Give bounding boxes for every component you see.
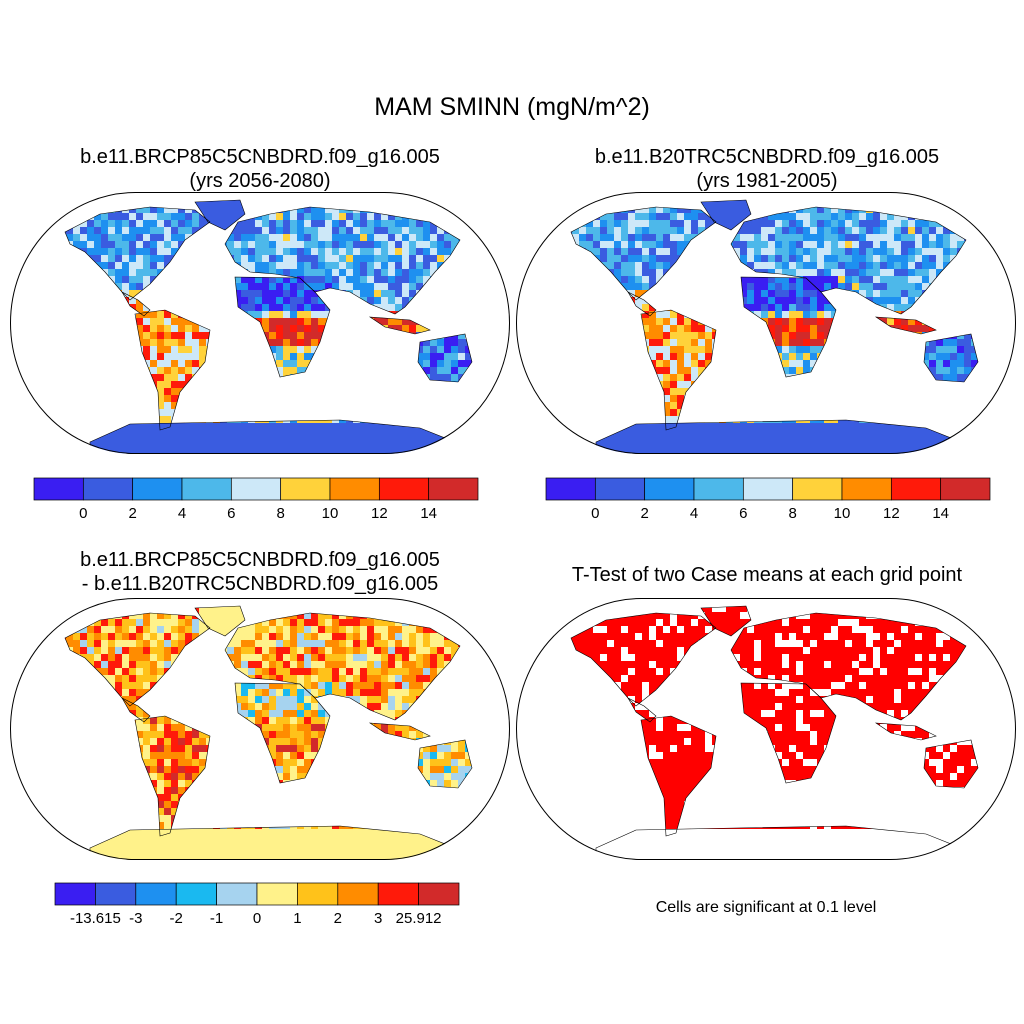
colorbar-swatch (841, 477, 892, 501)
colorbar-tick-label: 14 (932, 505, 949, 522)
map-difference (10, 598, 510, 860)
colorbar-swatch (135, 882, 177, 906)
colorbar-swatch (418, 882, 460, 906)
colorbar-swatch (175, 882, 217, 906)
colorbar-abs-left: 0 2 4 6 8 10 12 14 (33, 477, 479, 522)
colorbar-swatch (545, 477, 596, 501)
colorbar-tick-label: 6 (227, 505, 235, 522)
colorbar-tick-label: 10 (322, 505, 339, 522)
colorbar-swatch (230, 477, 282, 501)
map-historical-period (516, 192, 1016, 454)
colorbar-swatch (378, 477, 430, 501)
colorbar-swatch (280, 477, 331, 501)
colorbar-swatch (594, 477, 646, 501)
panel-title-future: b.e11.BRCP85C5CNBDRD.f09_g16.005 (yrs 20… (80, 146, 440, 192)
colorbar-swatch (132, 477, 183, 501)
colorbar-swatch (216, 882, 258, 906)
colorbar-swatch (337, 882, 379, 906)
colorbar-swatch (54, 882, 96, 906)
panel-title-historical: b.e11.B20TRC5CNBDRD.f09_g16.005 (yrs 198… (594, 146, 940, 192)
colorbar-tick-label: 2 (128, 505, 136, 522)
colorbar-swatch (329, 477, 380, 501)
colorbar-tick-label: 2 (640, 505, 648, 522)
colorbar-tick-label: -2 (170, 910, 183, 927)
colorbar-swatch (644, 477, 695, 501)
colorbar-swatch (297, 882, 339, 906)
colorbar-tick-label: -3 (129, 910, 142, 927)
map-ttest-significance (516, 598, 1016, 860)
colorbar-swatch (95, 882, 137, 906)
colorbar-tick-label: 12 (883, 505, 900, 522)
colorbar-tick-label: 14 (420, 505, 437, 522)
colorbar-tick-label: 8 (276, 505, 284, 522)
colorbar-tick-label: 2 (334, 910, 342, 927)
colorbar-tick-label: 0 (79, 505, 87, 522)
colorbar-tick-label: 6 (739, 505, 747, 522)
colorbar-swatch (256, 882, 298, 906)
panel-title-ttest: T-Test of two Case means at each grid po… (571, 564, 963, 586)
colorbar-tick-label: 4 (690, 505, 698, 522)
colorbar-tick-label: 25.912 (396, 910, 442, 927)
colorbar-swatch (890, 477, 942, 501)
colorbar-tick-label: 4 (178, 505, 186, 522)
colorbar-tick-label: 3 (374, 910, 382, 927)
colorbar-tick-label: 10 (834, 505, 851, 522)
colorbar-tick-label: -13.615 (70, 910, 121, 927)
main-title: MAM SMINN (mgN/m^2) (374, 93, 650, 121)
colorbar-tick-label: 0 (591, 505, 599, 522)
panel-title-difference: b.e11.BRCP85C5CNBDRD.f09_g16.005 - b.e11… (80, 549, 440, 595)
colorbar-swatch (792, 477, 843, 501)
colorbar-swatch (377, 882, 419, 906)
map-future-period (10, 192, 510, 454)
colorbar-difference: -13.615 -3 -2 -1 0 1 2 3 25.912 (54, 882, 460, 927)
colorbar-swatch (428, 477, 479, 501)
colorbar-tick-label: 1 (293, 910, 301, 927)
colorbar-swatch (940, 477, 991, 501)
colorbar-abs-right: 0 2 4 6 8 10 12 14 (545, 477, 991, 522)
colorbar-tick-label: 8 (788, 505, 796, 522)
colorbar-swatch (82, 477, 134, 501)
colorbar-swatch (181, 477, 232, 501)
colorbar-tick-label: 12 (371, 505, 388, 522)
ttest-note: Cells are significant at 0.1 level (655, 899, 877, 916)
colorbar-swatch (742, 477, 794, 501)
colorbar-swatch (693, 477, 744, 501)
colorbar-swatch (33, 477, 84, 501)
colorbar-tick-label: -1 (210, 910, 223, 927)
colorbar-tick-label: 0 (253, 910, 261, 927)
